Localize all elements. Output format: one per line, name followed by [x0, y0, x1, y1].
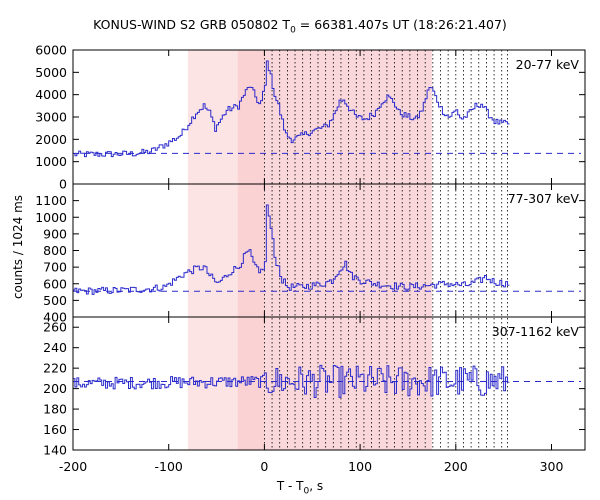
- x-tick-label-1: -100: [155, 459, 183, 474]
- y-axis-label: counts / 1024 ms: [11, 194, 25, 300]
- y-tick-label-0-2: 2000: [35, 132, 67, 147]
- y-tick-label-2-5: 240: [43, 340, 67, 355]
- y-tick-label-0-1: 1000: [35, 154, 67, 169]
- y-tick-label-1-1: 500: [43, 293, 67, 308]
- y-tick-label-2-0: 140: [43, 443, 67, 458]
- y-tick-label-1-0: 400: [43, 310, 67, 325]
- panel-frame-2: [72, 316, 586, 451]
- y-tick-label-2-1: 160: [43, 422, 67, 437]
- y-tick-label-1-2: 600: [43, 276, 67, 291]
- y-tick-label-1-3: 700: [43, 260, 67, 275]
- y-tick-label-1-4: 800: [43, 243, 67, 258]
- y-tick-label-0-6: 6000: [35, 43, 67, 58]
- x-tick-label-3: 100: [348, 459, 372, 474]
- y-tick-label-0-5: 5000: [35, 65, 67, 80]
- y-tick-label-0-3: 3000: [35, 110, 67, 125]
- light-curve-1: [73, 204, 510, 295]
- light-curve-0: [73, 60, 510, 158]
- x-tick-label-0: -200: [59, 459, 87, 474]
- y-tick-label-1-7: 1100: [35, 193, 67, 208]
- y-tick-label-1-5: 900: [43, 226, 67, 241]
- y-tick-label-0-0: 0: [59, 177, 67, 192]
- x-tick-label-2: 0: [260, 459, 268, 474]
- y-tick-label-2-4: 220: [43, 361, 67, 376]
- y-tick-label-0-4: 4000: [35, 87, 67, 102]
- x-tick-label-5: 300: [540, 459, 564, 474]
- chart-title: KONUS-WIND S2 GRB 050802 T0 = 66381.407s…: [93, 17, 507, 36]
- y-tick-label-2-3: 200: [43, 381, 67, 396]
- y-tick-label-1-6: 1000: [35, 210, 67, 225]
- x-axis-label: T - T0, s: [276, 479, 324, 497]
- y-tick-label-2-2: 180: [43, 402, 67, 417]
- y-tick-label-2-6: 260: [43, 320, 67, 335]
- light-curve-2: [73, 364, 510, 399]
- x-tick-label-4: 200: [444, 459, 468, 474]
- panel-label-0: 20-77 keV: [516, 57, 580, 72]
- panel-label-1: 77-307 keV: [508, 191, 580, 206]
- panel-label-2: 307-1162 keV: [492, 324, 580, 339]
